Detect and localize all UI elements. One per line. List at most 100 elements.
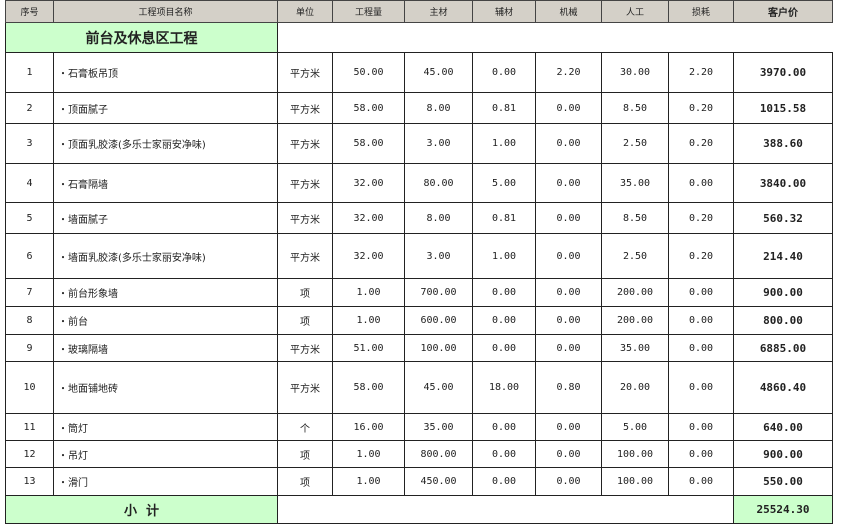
cell-aux[interactable]: 1.00 — [472, 233, 536, 279]
cell-name[interactable]: ・墙面乳胶漆(多乐士家丽安净味) — [53, 233, 278, 279]
cell-mach[interactable]: 0.00 — [535, 163, 602, 203]
cell-main[interactable]: 45.00 — [404, 52, 473, 93]
cell-no[interactable]: 12 — [5, 440, 54, 468]
cell-qty[interactable]: 1.00 — [332, 306, 405, 335]
cell-price[interactable]: 6885.00 — [733, 334, 833, 362]
cell-main[interactable]: 80.00 — [404, 163, 473, 203]
cell-main[interactable]: 3.00 — [404, 233, 473, 279]
cell-loss[interactable]: 0.00 — [668, 361, 734, 414]
cell-qty[interactable]: 32.00 — [332, 202, 405, 234]
cell-no[interactable]: 11 — [5, 413, 54, 441]
cell-mach[interactable]: 0.00 — [535, 467, 602, 496]
cell-aux[interactable]: 0.00 — [472, 413, 536, 441]
cell-price[interactable]: 1015.58 — [733, 92, 833, 124]
cell-labor[interactable]: 5.00 — [601, 413, 669, 441]
cell-main[interactable]: 45.00 — [404, 361, 473, 414]
cell-price[interactable]: 900.00 — [733, 278, 833, 307]
cell-unit[interactable]: 个 — [277, 413, 333, 441]
col-header-name[interactable]: 工程项目名称 — [53, 0, 278, 23]
cell-main[interactable]: 800.00 — [404, 440, 473, 468]
cell-aux[interactable]: 0.00 — [472, 467, 536, 496]
cell-unit[interactable]: 平方米 — [277, 163, 333, 203]
cell-qty[interactable]: 58.00 — [332, 361, 405, 414]
cell-name[interactable]: ・顶面乳胶漆(多乐士家丽安净味) — [53, 123, 278, 164]
cell-no[interactable]: 6 — [5, 233, 54, 279]
col-header-aux[interactable]: 辅材 — [472, 0, 536, 23]
cell-loss[interactable]: 0.20 — [668, 233, 734, 279]
cell-qty[interactable]: 32.00 — [332, 233, 405, 279]
cell-labor[interactable]: 100.00 — [601, 440, 669, 468]
cell-unit[interactable]: 平方米 — [277, 123, 333, 164]
cell-no[interactable]: 7 — [5, 278, 54, 307]
cell-loss[interactable]: 0.00 — [668, 334, 734, 362]
cell-mach[interactable]: 0.00 — [535, 92, 602, 124]
cell-unit[interactable]: 平方米 — [277, 52, 333, 93]
cell-price[interactable]: 214.40 — [733, 233, 833, 279]
cell-unit[interactable]: 项 — [277, 278, 333, 307]
cell-labor[interactable]: 2.50 — [601, 233, 669, 279]
cell-name[interactable]: ・石膏板吊顶 — [53, 52, 278, 93]
cell-no[interactable]: 3 — [5, 123, 54, 164]
subtotal-value[interactable]: 25524.30 — [733, 495, 833, 524]
cell-mach[interactable]: 0.80 — [535, 361, 602, 414]
cell-mach[interactable]: 0.00 — [535, 233, 602, 279]
cell-mach[interactable]: 0.00 — [535, 202, 602, 234]
cell-loss[interactable]: 2.20 — [668, 52, 734, 93]
cell-price[interactable]: 3970.00 — [733, 52, 833, 93]
cell-loss[interactable]: 0.00 — [668, 163, 734, 203]
cell-qty[interactable]: 58.00 — [332, 92, 405, 124]
col-header-loss[interactable]: 损耗 — [668, 0, 734, 23]
cell-labor[interactable]: 8.50 — [601, 202, 669, 234]
cell-loss[interactable]: 0.20 — [668, 123, 734, 164]
cell-loss[interactable]: 0.00 — [668, 413, 734, 441]
cell-price[interactable]: 900.00 — [733, 440, 833, 468]
cell-aux[interactable]: 18.00 — [472, 361, 536, 414]
cell-mach[interactable]: 0.00 — [535, 306, 602, 335]
cell-name[interactable]: ・吊灯 — [53, 440, 278, 468]
cell-no[interactable]: 1 — [5, 52, 54, 93]
cell-mach[interactable]: 0.00 — [535, 278, 602, 307]
cell-no[interactable]: 5 — [5, 202, 54, 234]
cell-mach[interactable]: 0.00 — [535, 334, 602, 362]
cell-name[interactable]: ・玻璃隔墙 — [53, 334, 278, 362]
cell-price[interactable]: 560.32 — [733, 202, 833, 234]
cell-price[interactable]: 3840.00 — [733, 163, 833, 203]
cell-price[interactable]: 550.00 — [733, 467, 833, 496]
cell-main[interactable]: 3.00 — [404, 123, 473, 164]
cell-no[interactable]: 9 — [5, 334, 54, 362]
cell-aux[interactable]: 5.00 — [472, 163, 536, 203]
cell-loss[interactable]: 0.20 — [668, 92, 734, 124]
cell-mach[interactable]: 0.00 — [535, 440, 602, 468]
cell-qty[interactable]: 1.00 — [332, 278, 405, 307]
cell-aux[interactable]: 0.00 — [472, 278, 536, 307]
cell-labor[interactable]: 30.00 — [601, 52, 669, 93]
cell-qty[interactable]: 58.00 — [332, 123, 405, 164]
cell-qty[interactable]: 32.00 — [332, 163, 405, 203]
cell-labor[interactable]: 8.50 — [601, 92, 669, 124]
cell-labor[interactable]: 200.00 — [601, 306, 669, 335]
cell-unit[interactable]: 平方米 — [277, 202, 333, 234]
col-header-unit[interactable]: 单位 — [277, 0, 333, 23]
cell-labor[interactable]: 100.00 — [601, 467, 669, 496]
cell-main[interactable]: 700.00 — [404, 278, 473, 307]
cell-aux[interactable]: 0.00 — [472, 334, 536, 362]
cell-no[interactable]: 2 — [5, 92, 54, 124]
cell-mach[interactable]: 2.20 — [535, 52, 602, 93]
cell-unit[interactable]: 平方米 — [277, 334, 333, 362]
col-header-no[interactable]: 序号 — [5, 0, 54, 23]
cell-no[interactable]: 10 — [5, 361, 54, 414]
cell-no[interactable]: 8 — [5, 306, 54, 335]
cell-price[interactable]: 4860.40 — [733, 361, 833, 414]
col-header-machine[interactable]: 机械 — [535, 0, 602, 23]
cell-main[interactable]: 8.00 — [404, 92, 473, 124]
cell-aux[interactable]: 0.81 — [472, 202, 536, 234]
cell-aux[interactable]: 1.00 — [472, 123, 536, 164]
cell-name[interactable]: ・前台 — [53, 306, 278, 335]
cell-qty[interactable]: 16.00 — [332, 413, 405, 441]
cell-unit[interactable]: 平方米 — [277, 361, 333, 414]
cell-labor[interactable]: 35.00 — [601, 334, 669, 362]
col-header-qty[interactable]: 工程量 — [332, 0, 405, 23]
cell-unit[interactable]: 项 — [277, 306, 333, 335]
cell-no[interactable]: 4 — [5, 163, 54, 203]
cell-price[interactable]: 388.60 — [733, 123, 833, 164]
